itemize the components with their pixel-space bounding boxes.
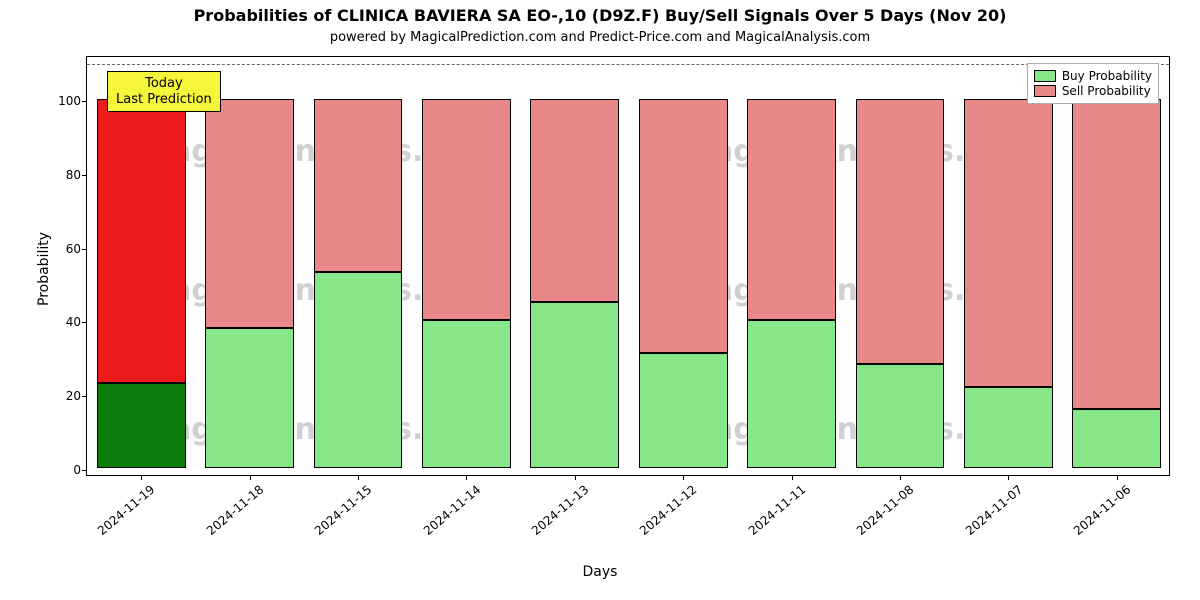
y-tick-mark — [82, 101, 87, 102]
x-tick-label: 2024-11-13 — [524, 475, 593, 538]
x-tick-label: 2024-11-12 — [632, 475, 701, 538]
plot-area: MagicalAnalysis.comMagicalAnalysis.comMa… — [86, 56, 1170, 476]
bar-sell — [422, 99, 511, 320]
legend-swatch-buy — [1034, 70, 1056, 82]
bar-group — [205, 55, 294, 475]
legend-row-sell: Sell Probability — [1034, 84, 1152, 98]
bar-buy — [422, 320, 511, 467]
x-tick-label: 2024-11-19 — [90, 475, 159, 538]
annotation-line2: Last Prediction — [116, 92, 212, 108]
bar-group — [747, 55, 836, 475]
bar-buy — [747, 320, 836, 467]
bar-sell — [964, 99, 1053, 386]
x-tick-label: 2024-11-11 — [741, 475, 810, 538]
legend-box: Buy Probability Sell Probability — [1027, 63, 1159, 104]
legend-label-buy: Buy Probability — [1062, 69, 1152, 83]
y-tick-mark — [82, 249, 87, 250]
today-annotation: Today Last Prediction — [107, 71, 221, 112]
y-tick-mark — [82, 470, 87, 471]
bar-sell — [205, 99, 294, 327]
x-tick-label: 2024-11-06 — [1066, 475, 1135, 538]
x-tick-label: 2024-11-15 — [307, 475, 376, 538]
bar-sell — [97, 99, 186, 383]
bar-group — [639, 55, 728, 475]
x-tick-label: 2024-11-08 — [849, 475, 918, 538]
legend-label-sell: Sell Probability — [1062, 84, 1151, 98]
y-tick-mark — [82, 175, 87, 176]
chart-title: Probabilities of CLINICA BAVIERA SA EO-,… — [0, 6, 1200, 25]
bar-group — [422, 55, 511, 475]
bar-group — [97, 55, 186, 475]
x-tick-label: 2024-11-07 — [957, 475, 1026, 538]
bar-buy — [205, 328, 294, 468]
y-axis-label: Probability — [36, 232, 52, 306]
bar-buy — [964, 387, 1053, 468]
bar-buy — [314, 272, 403, 467]
bar-buy — [530, 302, 619, 468]
legend-row-buy: Buy Probability — [1034, 69, 1152, 83]
bar-buy — [1072, 409, 1161, 468]
bar-buy — [856, 364, 945, 467]
y-tick-mark — [82, 322, 87, 323]
bar-sell — [639, 99, 728, 353]
bar-buy — [639, 353, 728, 467]
bar-buy — [97, 383, 186, 468]
bar-group — [314, 55, 403, 475]
bar-sell — [1072, 99, 1161, 408]
annotation-line1: Today — [116, 76, 212, 92]
bar-group — [1072, 55, 1161, 475]
chart-container: Probabilities of CLINICA BAVIERA SA EO-,… — [0, 0, 1200, 600]
x-tick-label: 2024-11-18 — [199, 475, 268, 538]
bar-sell — [314, 99, 403, 272]
bar-group — [530, 55, 619, 475]
bar-sell — [856, 99, 945, 364]
x-axis-label: Days — [0, 564, 1200, 580]
bar-sell — [747, 99, 836, 320]
bar-group — [856, 55, 945, 475]
x-tick-label: 2024-11-14 — [415, 475, 484, 538]
legend-swatch-sell — [1034, 85, 1056, 97]
bar-sell — [530, 99, 619, 302]
y-tick-mark — [82, 396, 87, 397]
bar-group — [964, 55, 1053, 475]
chart-subtitle: powered by MagicalPrediction.com and Pre… — [0, 30, 1200, 45]
